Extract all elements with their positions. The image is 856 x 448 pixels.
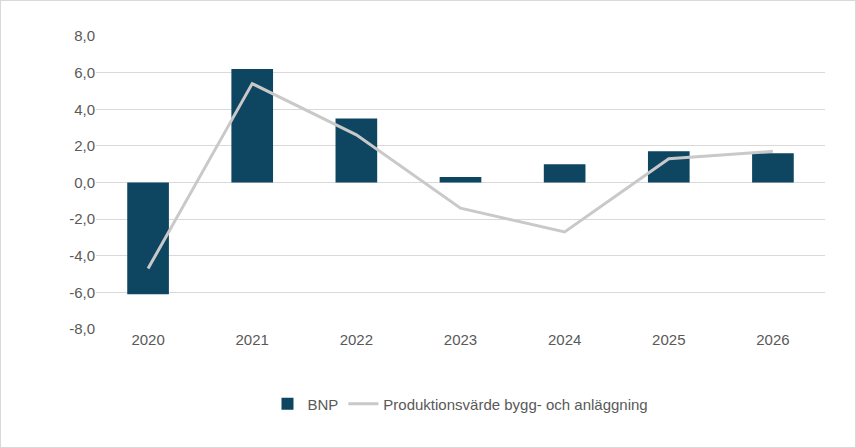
svg-text:4,0: 4,0 [74,101,95,118]
svg-text:2021: 2021 [236,331,269,348]
svg-text:8,0: 8,0 [74,27,95,44]
svg-text:6,0: 6,0 [74,64,95,81]
svg-text:-4,0: -4,0 [69,247,95,264]
svg-text:2023: 2023 [444,331,477,348]
svg-text:2024: 2024 [548,331,581,348]
svg-text:BNP: BNP [308,396,339,413]
svg-text:-8,0: -8,0 [69,320,95,337]
svg-text:0,0: 0,0 [74,174,95,191]
svg-text:2022: 2022 [340,331,373,348]
svg-text:2020: 2020 [131,331,164,348]
svg-text:2025: 2025 [652,331,685,348]
svg-text:2,0: 2,0 [74,137,95,154]
svg-text:Produktionsvärde bygg- och anl: Produktionsvärde bygg- och anläggning [383,396,647,413]
svg-text:2026: 2026 [756,331,789,348]
svg-text:-6,0: -6,0 [69,284,95,301]
svg-text:-2,0: -2,0 [69,210,95,227]
